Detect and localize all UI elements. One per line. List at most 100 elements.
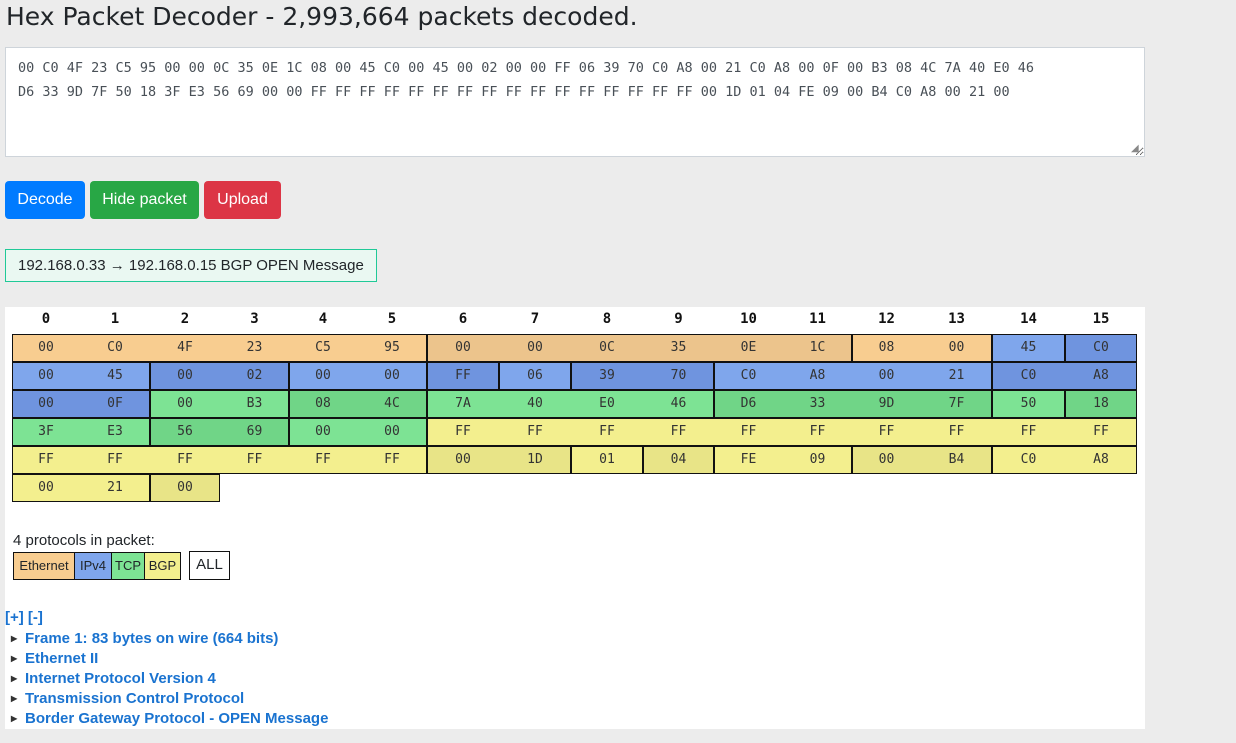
- hex-byte-cell[interactable]: B4: [921, 447, 992, 473]
- hex-byte-cell[interactable]: FF: [571, 419, 643, 445]
- hex-byte-cell[interactable]: 06: [499, 363, 571, 389]
- hex-byte-cell[interactable]: 00: [427, 335, 499, 361]
- hex-byte-cell[interactable]: 1C: [783, 335, 852, 361]
- hex-byte-cell[interactable]: 23: [220, 335, 289, 361]
- tree-item-bgp[interactable]: ▶ Border Gateway Protocol - OPEN Message: [11, 709, 328, 729]
- hex-byte-cell[interactable]: C0: [80, 335, 150, 361]
- hex-byte-cell[interactable]: 18: [1065, 391, 1137, 417]
- hex-byte-cell[interactable]: FF: [714, 419, 783, 445]
- hex-byte-cell[interactable]: 00: [12, 391, 80, 417]
- hex-byte-cell[interactable]: 69: [220, 419, 289, 445]
- hex-byte-cell[interactable]: 50: [992, 391, 1065, 417]
- hex-byte-cell[interactable]: B3: [220, 391, 289, 417]
- hex-byte-cell[interactable]: C0: [1065, 335, 1137, 361]
- hex-byte-cell[interactable]: 4C: [357, 391, 427, 417]
- hex-byte-cell[interactable]: A8: [783, 363, 852, 389]
- hex-byte-cell[interactable]: 00: [12, 475, 80, 501]
- hex-byte-cell[interactable]: 00: [357, 363, 427, 389]
- hex-byte-cell[interactable]: 21: [921, 363, 992, 389]
- hex-byte-cell[interactable]: 00: [499, 335, 571, 361]
- tree-item-ipv4[interactable]: ▶ Internet Protocol Version 4: [11, 669, 328, 689]
- hex-byte-cell[interactable]: C0: [992, 363, 1065, 389]
- hex-byte-cell[interactable]: 45: [992, 335, 1065, 361]
- hex-byte-cell[interactable]: FF: [643, 419, 714, 445]
- legend-tcp[interactable]: TCP: [111, 552, 145, 580]
- hex-byte-cell[interactable]: 40: [499, 391, 571, 417]
- hex-byte-cell[interactable]: 33: [783, 391, 852, 417]
- hex-byte-cell[interactable]: FF: [427, 363, 499, 389]
- hex-byte-cell[interactable]: 00: [357, 419, 427, 445]
- hex-byte-cell[interactable]: 09: [783, 447, 852, 473]
- expand-all-link[interactable]: [+]: [5, 609, 24, 626]
- hex-byte-cell[interactable]: 00: [289, 363, 357, 389]
- hex-byte-cell[interactable]: FF: [852, 419, 921, 445]
- hex-byte-cell[interactable]: FE: [714, 447, 783, 473]
- hex-byte-cell[interactable]: 56: [150, 419, 220, 445]
- hex-byte-cell[interactable]: 39: [571, 363, 643, 389]
- hex-byte-cell[interactable]: C0: [714, 363, 783, 389]
- hex-byte-cell[interactable]: 00: [150, 391, 220, 417]
- hex-byte-cell[interactable]: FF: [992, 419, 1065, 445]
- hex-input-textarea[interactable]: 00 C0 4F 23 C5 95 00 00 0C 35 0E 1C 08 0…: [5, 47, 1145, 157]
- hex-byte-cell[interactable]: 46: [643, 391, 714, 417]
- hex-byte-cell[interactable]: 01: [571, 447, 643, 473]
- hex-byte-cell[interactable]: 08: [289, 391, 357, 417]
- hex-byte-cell[interactable]: FF: [220, 447, 289, 473]
- resize-handle-icon[interactable]: ◢: [1131, 143, 1139, 154]
- hex-byte-cell[interactable]: 08: [852, 335, 921, 361]
- hex-byte-cell[interactable]: FF: [783, 419, 852, 445]
- hex-byte-cell[interactable]: 00: [852, 447, 921, 473]
- hex-byte-cell[interactable]: 00: [852, 363, 921, 389]
- hex-byte-cell[interactable]: 00: [150, 475, 220, 501]
- hex-byte-cell[interactable]: 70: [643, 363, 714, 389]
- hex-byte-cell[interactable]: 00: [921, 335, 992, 361]
- hex-byte-cell[interactable]: 45: [80, 363, 150, 389]
- legend-ethernet[interactable]: Ethernet: [13, 552, 75, 580]
- hex-byte-cell[interactable]: 0E: [714, 335, 783, 361]
- hide-packet-button[interactable]: Hide packet: [90, 181, 199, 219]
- legend-ipv4[interactable]: IPv4: [74, 552, 112, 580]
- tree-item-ethernet[interactable]: ▶ Ethernet II: [11, 649, 328, 669]
- hex-byte-cell[interactable]: 7A: [427, 391, 499, 417]
- hex-byte-cell[interactable]: FF: [427, 419, 499, 445]
- legend-bgp[interactable]: BGP: [144, 552, 181, 580]
- hex-byte-cell[interactable]: 0F: [80, 391, 150, 417]
- hex-byte-cell[interactable]: FF: [1065, 419, 1137, 445]
- hex-byte-cell[interactable]: 9D: [852, 391, 921, 417]
- hex-byte-cell[interactable]: FF: [499, 419, 571, 445]
- hex-byte-cell[interactable]: 4F: [150, 335, 220, 361]
- hex-byte-cell[interactable]: C5: [289, 335, 357, 361]
- hex-byte-cell[interactable]: FF: [289, 447, 357, 473]
- hex-byte-cell[interactable]: 00: [12, 335, 80, 361]
- hex-byte-cell[interactable]: 00: [427, 447, 499, 473]
- hex-byte-cell[interactable]: FF: [12, 447, 80, 473]
- hex-byte-cell[interactable]: A8: [1065, 447, 1137, 473]
- legend-all-button[interactable]: ALL: [189, 551, 230, 580]
- tree-item-frame[interactable]: ▶ Frame 1: 83 bytes on wire (664 bits): [11, 629, 328, 649]
- hex-byte-cell[interactable]: 00: [12, 363, 80, 389]
- hex-byte-cell[interactable]: C0: [992, 447, 1065, 473]
- hex-byte-cell[interactable]: 7F: [921, 391, 992, 417]
- hex-byte-cell[interactable]: FF: [150, 447, 220, 473]
- hex-byte-cell[interactable]: D6: [714, 391, 783, 417]
- hex-byte-cell[interactable]: 00: [150, 363, 220, 389]
- hex-byte-cell[interactable]: 04: [643, 447, 714, 473]
- hex-byte-cell[interactable]: 3F: [12, 419, 80, 445]
- hex-byte-cell[interactable]: 02: [220, 363, 289, 389]
- hex-byte-cell[interactable]: FF: [80, 447, 150, 473]
- hex-byte-cell[interactable]: 1D: [499, 447, 571, 473]
- hex-byte-cell[interactable]: 95: [357, 335, 427, 361]
- hex-byte-cell[interactable]: FF: [921, 419, 992, 445]
- upload-button[interactable]: Upload: [204, 181, 281, 219]
- hex-byte-cell[interactable]: 35: [643, 335, 714, 361]
- tree-item-tcp[interactable]: ▶ Transmission Control Protocol: [11, 689, 328, 709]
- hex-byte-cell[interactable]: A8: [1065, 363, 1137, 389]
- hex-byte-cell[interactable]: FF: [357, 447, 427, 473]
- hex-byte-cell[interactable]: 21: [80, 475, 150, 501]
- hex-byte-cell[interactable]: E3: [80, 419, 150, 445]
- hex-byte-cell[interactable]: 0C: [571, 335, 643, 361]
- decode-button[interactable]: Decode: [5, 181, 85, 219]
- collapse-all-link[interactable]: [-]: [27, 609, 43, 626]
- hex-byte-cell[interactable]: 00: [289, 419, 357, 445]
- hex-byte-cell[interactable]: E0: [571, 391, 643, 417]
